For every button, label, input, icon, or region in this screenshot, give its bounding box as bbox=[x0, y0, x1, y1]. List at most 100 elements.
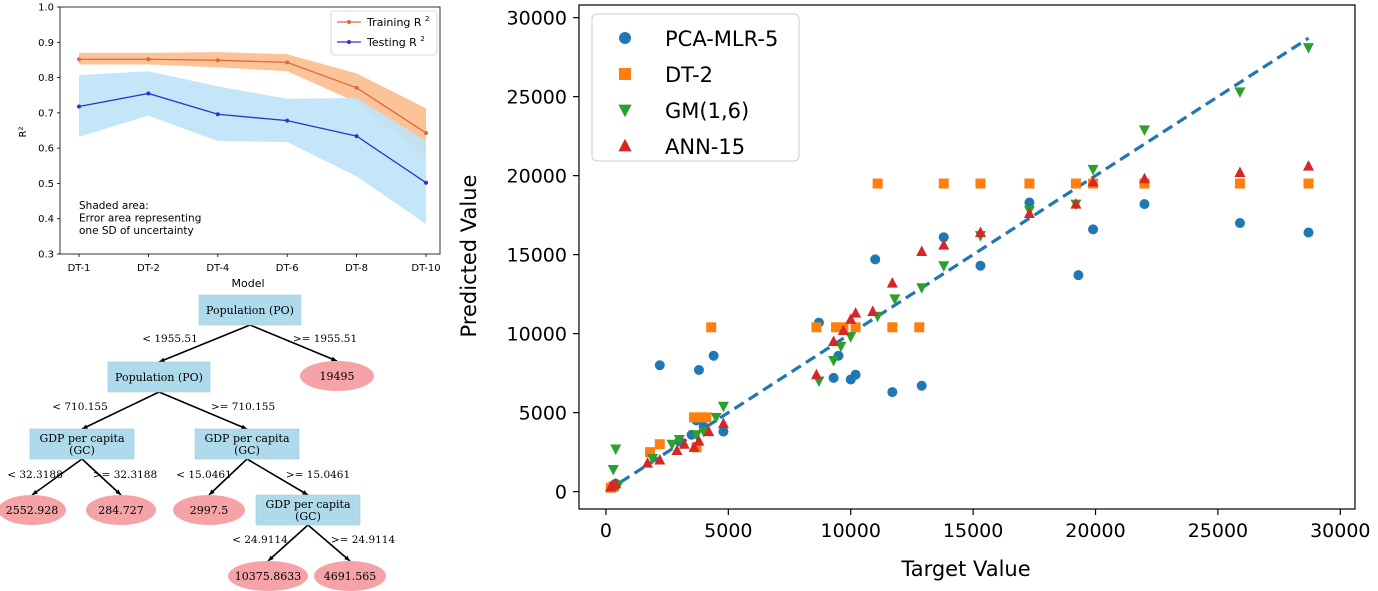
tree-leaf-node bbox=[228, 561, 308, 591]
data-point bbox=[717, 401, 729, 413]
scatter-y-label: Predicted Value bbox=[457, 175, 481, 338]
tree-edge-label: >= 710.155 bbox=[211, 401, 275, 413]
tree-node-label: 2997.5 bbox=[190, 504, 229, 517]
data-point bbox=[644, 447, 655, 458]
tree-edge bbox=[81, 458, 122, 496]
data-point bbox=[850, 307, 862, 318]
identity-reference-line bbox=[605, 36, 1310, 493]
legend-marker bbox=[618, 104, 632, 118]
tree-leaf-node bbox=[86, 495, 156, 525]
tree-node-label: 10375.8633 bbox=[235, 570, 301, 583]
data-point bbox=[1024, 197, 1035, 208]
x-tick-label: DT-4 bbox=[206, 263, 229, 274]
data-point bbox=[914, 322, 925, 333]
data-point bbox=[916, 245, 928, 256]
series-point bbox=[354, 134, 359, 139]
tree-node-label: 4691.565 bbox=[324, 570, 377, 583]
data-point bbox=[678, 438, 690, 449]
data-point bbox=[1139, 178, 1150, 189]
data-point bbox=[1234, 178, 1245, 189]
tree-node-label: 284.727 bbox=[98, 504, 144, 517]
data-point bbox=[693, 364, 704, 375]
reference-line bbox=[605, 36, 1310, 493]
x-tick-label: 5000 bbox=[704, 520, 752, 542]
tree-leaf-node bbox=[314, 561, 386, 591]
tree-edge-label: < 24.9114 bbox=[232, 534, 288, 546]
annotation-line: one SD of uncertainty bbox=[79, 225, 194, 237]
series-point bbox=[285, 60, 290, 65]
series-point bbox=[146, 57, 151, 62]
x-tick-label: 25000 bbox=[1188, 520, 1248, 542]
data-point bbox=[706, 322, 717, 333]
line-chart-ticks: DT-1 DT-2 DT-4 DT-6 DT-8 DT-10 0.3 0.4 0.5 0.6 0.7… bbox=[38, 3, 441, 275]
tree-edge-label: >= 15.0461 bbox=[286, 469, 350, 481]
tree-node-label: 2552.928 bbox=[6, 504, 59, 517]
legend-label: DT-2 bbox=[665, 63, 713, 87]
line-chart-legend: Training R 2 Testing R 2 bbox=[330, 10, 438, 56]
data-point bbox=[975, 178, 986, 189]
scatter-ticks: 0 5000 10000 15000 20000 25000 30000 0 5000 10000… bbox=[507, 8, 1371, 542]
y-tick-label: 20000 bbox=[507, 166, 567, 188]
annotation-line: Shaded area: bbox=[79, 200, 149, 212]
series-point bbox=[354, 85, 359, 90]
legend-marker bbox=[347, 40, 351, 44]
tree-edge-label: >= 1955.51 bbox=[293, 333, 357, 345]
series-point bbox=[285, 118, 290, 123]
data-point bbox=[642, 457, 654, 468]
scatter-frame bbox=[578, 4, 1356, 510]
data-point bbox=[654, 454, 666, 465]
tree-edge-label: >= 32.3188 bbox=[93, 469, 157, 481]
uncertainty-band-0 bbox=[79, 52, 426, 157]
data-point bbox=[810, 368, 822, 380]
tree-edge-label: < 710.155 bbox=[52, 401, 108, 413]
y-tick-label: 0.8 bbox=[38, 73, 54, 84]
data-point bbox=[701, 412, 712, 423]
data-point bbox=[870, 254, 881, 265]
data-point bbox=[837, 324, 849, 335]
tree-edge-arrowhead bbox=[241, 424, 247, 430]
tree-edge-arrowhead bbox=[302, 490, 308, 495]
legend-label: GM(1,6) bbox=[665, 99, 749, 123]
y-tick-label: 1.0 bbox=[38, 3, 54, 14]
tree-edge bbox=[307, 524, 351, 562]
data-point bbox=[654, 439, 665, 450]
data-point bbox=[703, 425, 715, 437]
series-point bbox=[424, 130, 428, 135]
data-point bbox=[693, 435, 705, 446]
data-point bbox=[1087, 175, 1099, 187]
line-chart-axes bbox=[59, 6, 441, 255]
data-point bbox=[654, 360, 665, 371]
tree-edge-arrowhead bbox=[115, 489, 121, 495]
tree-edge-arrowhead bbox=[268, 555, 274, 561]
data-point bbox=[1234, 166, 1246, 177]
tree-edge bbox=[158, 391, 248, 430]
data-point bbox=[607, 465, 619, 476]
legend-label: ANN-15 bbox=[665, 135, 745, 159]
r2-line-chart: DT-1 DT-2 DT-4 DT-6 DT-8 DT-10 0.3 0.4 0.5 0.6 0.7… bbox=[18, 3, 441, 291]
tree-edge-arrowhead bbox=[331, 356, 337, 362]
series-1 bbox=[605, 178, 1314, 493]
series-point bbox=[146, 91, 151, 96]
tree-edge-arrowhead bbox=[159, 357, 165, 363]
y-tick-label: 30000 bbox=[507, 8, 567, 30]
x-tick-label: 0 bbox=[600, 520, 612, 542]
tree-edge-label: >= 24.9114 bbox=[331, 534, 396, 546]
legend-marker bbox=[619, 68, 631, 80]
tree-split-node bbox=[29, 428, 135, 460]
data-point bbox=[1302, 43, 1314, 54]
tree-edge bbox=[208, 458, 248, 496]
series-point bbox=[77, 104, 81, 109]
y-tick-label: 0.3 bbox=[38, 250, 54, 261]
y-tick-label: 0.7 bbox=[38, 108, 54, 119]
data-point bbox=[886, 277, 898, 288]
data-point bbox=[831, 322, 842, 333]
data-point bbox=[938, 232, 949, 243]
data-point bbox=[916, 380, 927, 391]
x-tick-label: 30000 bbox=[1310, 520, 1370, 542]
series-point bbox=[77, 57, 81, 62]
data-point bbox=[1087, 164, 1099, 176]
data-point bbox=[938, 239, 950, 250]
tree-node-label: Population (PO) bbox=[206, 304, 294, 317]
data-point bbox=[867, 305, 879, 317]
